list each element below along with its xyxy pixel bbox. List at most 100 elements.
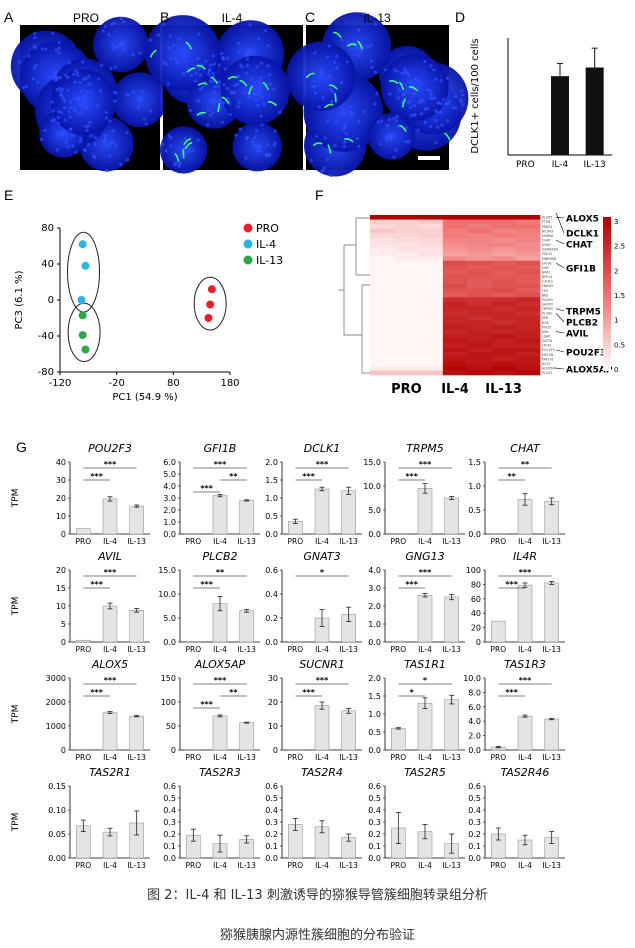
nucleus (244, 156, 248, 160)
heatmap-row-label: ALOX5AP (542, 367, 557, 371)
gene-callout-line (555, 262, 565, 269)
heatmap-cell (370, 370, 395, 376)
bar (517, 584, 533, 643)
nucleus (374, 22, 378, 26)
heatmap-cell (515, 247, 541, 252)
nucleus (225, 86, 230, 90)
nucleus (434, 118, 438, 122)
nucleus (68, 115, 72, 119)
heatmap-row-label: PTEN (542, 220, 551, 224)
bar (491, 620, 506, 643)
gene-title: POU2F3 (88, 442, 132, 455)
dclk1-positive-cell (324, 103, 334, 109)
heatmap-cell (418, 361, 444, 367)
heatmap-cell (370, 329, 395, 335)
y-tick-label: 0.0 (468, 854, 481, 863)
nucleus (412, 104, 417, 108)
heatmap-row-label: BBS (542, 293, 548, 297)
nucleus (85, 90, 89, 94)
nucleus (64, 141, 68, 145)
nucleus (429, 64, 433, 68)
nucleus (402, 92, 406, 97)
heatmap-cell (394, 324, 419, 330)
heatmap-cell (394, 356, 419, 362)
heatmap-cell (467, 237, 492, 243)
pca-point (206, 300, 215, 309)
significance-label: ** (216, 568, 225, 577)
dendrogram-branch (343, 244, 370, 374)
nucleus (426, 88, 430, 92)
heatmap-cell (467, 283, 492, 289)
y-tick-label: 20 (56, 494, 66, 503)
nucleus (335, 66, 339, 70)
heatmap-cell (467, 301, 492, 307)
heatmap-cell (491, 219, 517, 225)
nucleus (212, 62, 217, 66)
dclk1-positive-cell (327, 144, 332, 154)
nucleus (341, 110, 346, 114)
y-tick-label: 0.4 (368, 806, 381, 815)
nucleus (369, 59, 373, 63)
y-tick-label: 0.2 (368, 830, 381, 839)
nucleus (240, 65, 244, 69)
colorbar-tick-label: 2.5 (614, 243, 625, 251)
nucleus (258, 145, 262, 149)
significance-label: *** (302, 472, 315, 481)
y-tick-label: 0.5 (163, 794, 176, 803)
heatmap-cell (515, 265, 541, 271)
heatmap-cell (370, 265, 395, 271)
bar (288, 641, 303, 643)
nucleus (115, 45, 119, 49)
heatmap-cell (394, 251, 419, 257)
figure: A PRO B IL-4 C IL-13 D DCLK1+ cells/100 … (4, 9, 625, 870)
gene-title: TAS2R5 (404, 766, 446, 779)
significance-label: *** (405, 472, 418, 481)
nucleus (67, 61, 71, 65)
heatmap-cell (515, 343, 541, 348)
heatmap-cell (491, 356, 517, 362)
heatmap-cell (370, 343, 395, 348)
nucleus (447, 100, 451, 104)
nucleus (108, 119, 112, 123)
bar (417, 488, 433, 535)
x-tick-label: IL-13 (127, 537, 146, 546)
heatmap-cell (515, 233, 541, 239)
heatmap-cell (370, 283, 395, 289)
y-tick-label: 1.5 (265, 476, 278, 485)
nucleus (247, 95, 251, 100)
heatmap-cell (467, 361, 492, 367)
dclk1-positive-cell (174, 152, 180, 162)
gene-panel: TAS2R4 0.6 0.5 0.4 0.3 0.2 0.1 0.0 PRO IL-4 IL-13 (265, 766, 362, 870)
nucleus (103, 133, 108, 138)
gene-title: TAS1R1 (404, 658, 446, 671)
nucleus (409, 81, 413, 85)
heatmap-cell (515, 301, 541, 307)
y-tick-label: 0 (273, 746, 278, 755)
pca-point (81, 261, 90, 270)
x-tick-label: IL-13 (542, 861, 561, 870)
heatmap-cell (467, 256, 492, 262)
nucleus (57, 109, 61, 114)
gene-panel: ALOX5 3000 2000 1000 0 TPM PRO IL-4 IL-13 ****** (11, 658, 150, 762)
nucleus (245, 53, 249, 57)
nucleus (236, 104, 240, 109)
nucleus (121, 41, 125, 46)
nucleus (309, 158, 313, 163)
pca-point (78, 331, 87, 340)
significance-label: *** (214, 676, 227, 685)
nucleus (183, 137, 187, 141)
x-tick-label: IL-4 (213, 753, 227, 762)
bar (391, 728, 406, 751)
bar (212, 495, 228, 535)
nucleus (454, 106, 458, 110)
nucleus (194, 71, 198, 75)
significance-label: *** (519, 676, 532, 685)
heatmap-cell (418, 247, 444, 252)
heatmap-cell (442, 283, 468, 289)
heatmap-cell (394, 320, 419, 326)
nucleus (229, 90, 233, 94)
nucleus (273, 129, 277, 133)
heatmap-cell (394, 343, 419, 348)
heatmap-cell (394, 260, 419, 266)
heatmap-cell (467, 251, 492, 257)
